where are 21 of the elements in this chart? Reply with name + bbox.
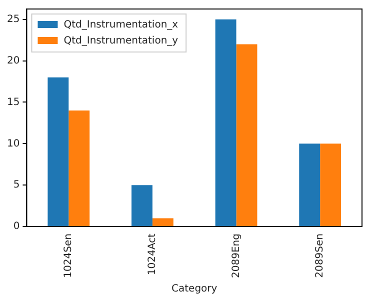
y-tick-label: 20 [6,55,20,66]
bar [299,144,320,226]
bar [48,77,69,226]
legend-label: Qtd_Instrumentation_x [64,20,178,31]
x-tick-label: 2089Sen [314,234,326,278]
x-tick-label: 1024Sen [63,234,74,278]
bar [152,218,174,226]
bar [320,144,342,226]
bar [236,44,258,226]
y-tick-label: 25 [6,14,20,25]
bar [132,185,152,226]
x-tick-label: 1024Act [147,233,158,276]
legend-label: Qtd_Instrumentation_y [64,36,178,47]
x-tick-label: 2089Eng [230,234,242,278]
x-axis-title: Category [172,284,218,295]
y-tick-label: 15 [6,96,20,108]
y-tick-label: 0 [13,221,20,232]
y-tick-label: 5 [13,180,20,191]
y-tick-label: 10 [6,138,20,150]
bar [215,19,236,226]
bar [68,110,90,226]
